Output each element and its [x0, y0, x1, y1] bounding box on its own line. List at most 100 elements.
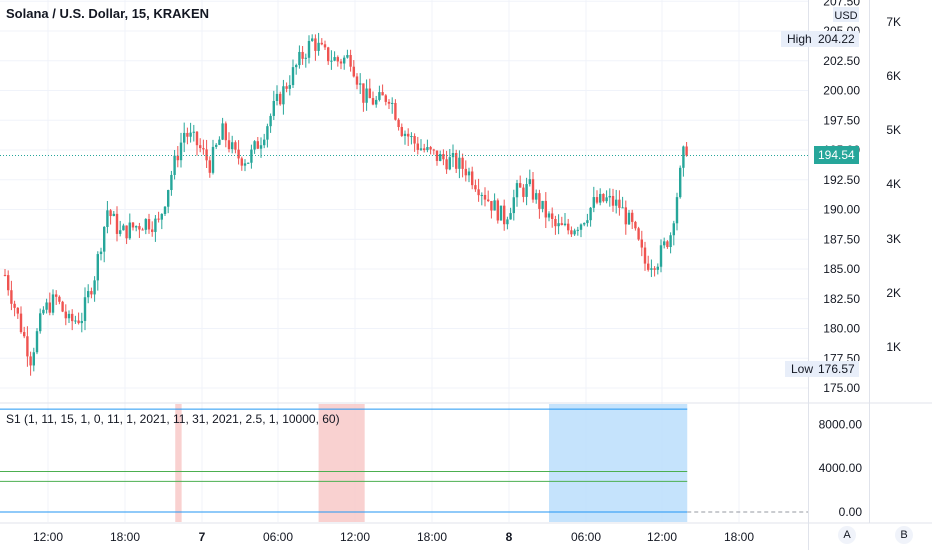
candle-body [647, 263, 650, 270]
volume-tick-label: 1K [886, 340, 901, 354]
candle-body [323, 44, 327, 48]
candle-body [490, 201, 493, 211]
candle-body [547, 213, 551, 218]
candle-body [535, 193, 538, 200]
candle-body [10, 290, 13, 304]
low-value: 176.57 [814, 361, 859, 377]
candle-body [112, 213, 115, 217]
candle-body [675, 197, 679, 224]
candle-body [634, 221, 637, 229]
candle-body [403, 133, 407, 136]
price-tick-label: 207.50 [823, 0, 860, 8]
candle-body [93, 280, 96, 295]
candle-body [179, 142, 183, 161]
candle-body [183, 132, 186, 143]
price-tick-label: 180.00 [823, 322, 860, 336]
candle-body [247, 162, 250, 164]
candle-body [499, 205, 503, 221]
auto-scale-button[interactable]: A [838, 526, 856, 544]
candle-body [573, 230, 576, 235]
candle-body [483, 194, 487, 200]
candle-body [317, 42, 320, 51]
price-tick-label: 202.50 [823, 54, 860, 68]
candle-body [352, 66, 355, 77]
candle-body [579, 224, 583, 230]
candle-body [330, 60, 333, 62]
candle-body [160, 213, 163, 220]
time-tick-label: 12:00 [340, 530, 370, 544]
candle-body [605, 197, 608, 202]
candle-body [637, 228, 640, 240]
candle-body [26, 336, 29, 357]
candle-body [320, 42, 323, 45]
candle-body [314, 38, 317, 51]
candle-body [279, 93, 282, 105]
candle-body [375, 99, 378, 105]
indicator-shaded-bands [175, 404, 688, 522]
candle-body [115, 213, 119, 234]
candle-body [304, 57, 307, 59]
candle-body [157, 218, 160, 220]
candle-body [125, 225, 128, 239]
candle-body [42, 309, 45, 314]
price-tick-label: 192.50 [823, 173, 860, 187]
candle-body [509, 213, 512, 220]
candle-body [602, 193, 605, 202]
indicator-tick-label: 8000.00 [819, 417, 863, 431]
candle-body [595, 197, 599, 203]
candle-body [58, 296, 61, 302]
candle-body [103, 226, 106, 252]
volume-tick-label: 7K [886, 15, 901, 29]
candle-body [71, 313, 74, 322]
candle-body [13, 303, 16, 308]
candle-body [154, 218, 157, 232]
indicator-label[interactable]: S1 (1, 11, 15, 1, 0, 11, 1, 2021, 11, 31… [6, 412, 340, 426]
volume-tick-label: 4K [886, 177, 901, 191]
candle-body [288, 85, 291, 89]
candle-body [362, 83, 365, 103]
candle-body [576, 229, 579, 231]
candle-body [215, 144, 218, 147]
candle-body [621, 207, 624, 209]
candle-body [256, 141, 259, 149]
candle-body [147, 219, 151, 230]
candle-body [563, 223, 567, 225]
high-label: High [781, 31, 818, 47]
candle-body [538, 193, 541, 209]
symbol-title[interactable]: Solana / U.S. Dollar, 15, KRAKEN [6, 6, 209, 21]
candle-body [381, 92, 384, 96]
time-tick-label: 8 [506, 530, 513, 544]
candle-body [442, 154, 445, 160]
candle-body [471, 171, 474, 186]
candle-body [656, 266, 659, 270]
candle-body [87, 291, 90, 298]
candle-body [7, 275, 10, 291]
candle-body [336, 57, 339, 62]
candle-body [464, 168, 467, 176]
candle-body [250, 149, 253, 163]
candle-body [506, 219, 509, 225]
candle-body [346, 55, 349, 58]
b-scale-button[interactable]: B [895, 526, 913, 544]
candle-body [253, 141, 256, 150]
candle-body [109, 210, 112, 217]
candle-body [615, 199, 618, 206]
indicator-lines [0, 408, 808, 513]
candle-body [83, 297, 87, 321]
candle-body [48, 302, 51, 313]
candle-body [544, 200, 547, 218]
candle-body [208, 160, 211, 173]
candle-body [455, 153, 458, 169]
candle-body [583, 223, 586, 225]
candle-body [391, 102, 394, 104]
candlestick-series[interactable] [0, 32, 808, 376]
candle-body [448, 157, 451, 170]
candle-body [221, 123, 224, 140]
candle-body [410, 136, 413, 138]
candle-body [39, 313, 42, 332]
time-tick-label: 12:00 [647, 530, 677, 544]
candle-body [567, 223, 570, 231]
